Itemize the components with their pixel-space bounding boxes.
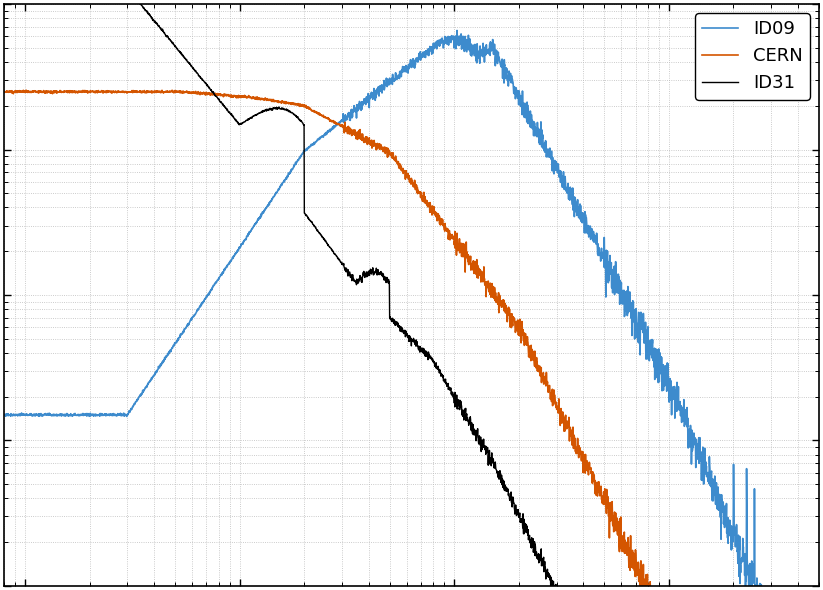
Legend: ID09, CERN, ID31: ID09, CERN, ID31 (695, 13, 810, 100)
ID09 (452, 27, 462, 34)
ID09 (710, 493, 720, 500)
ID31 (141, 6, 151, 14)
ID09 (141, 384, 151, 391)
CERN (141, 88, 151, 96)
ID09 (347, 114, 357, 122)
CERN (92, 89, 102, 96)
CERN (21, 87, 31, 94)
Line: CERN: CERN (4, 90, 819, 590)
CERN (312, 109, 322, 116)
CERN (347, 127, 357, 135)
ID09 (0, 411, 9, 418)
Line: ID09: ID09 (4, 31, 819, 590)
ID09 (312, 137, 322, 145)
ID31 (347, 277, 357, 284)
CERN (0, 88, 9, 95)
ID09 (92, 412, 102, 419)
ID31 (312, 225, 322, 232)
Line: ID31: ID31 (4, 0, 819, 590)
